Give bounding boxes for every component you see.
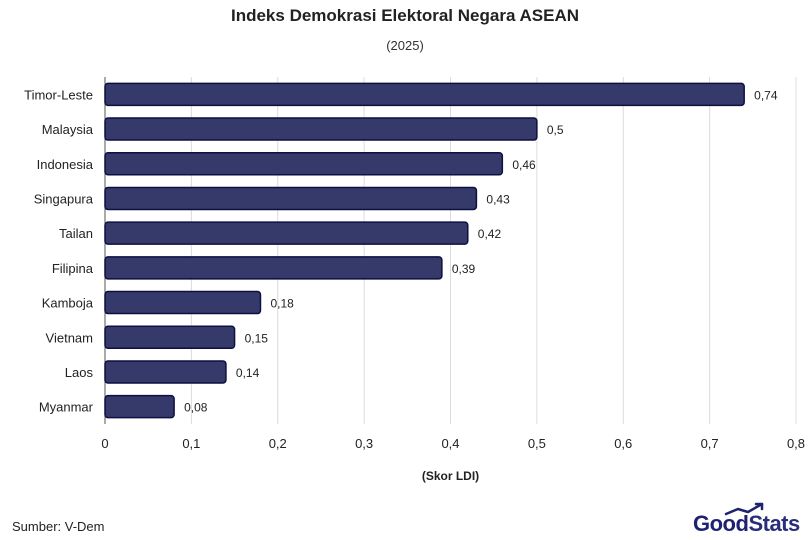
data-label: 0,74 — [754, 88, 778, 102]
x-tick-label: 0,4 — [441, 436, 459, 451]
data-label: 0,18 — [270, 297, 294, 311]
brand-logo-part1: Good — [693, 511, 749, 536]
data-label: 0,08 — [184, 401, 208, 415]
bar — [104, 394, 175, 419]
source-note: Sumber: V-Dem — [12, 519, 105, 534]
bar — [104, 221, 469, 245]
category-label: Laos — [65, 365, 94, 380]
data-label: 0,46 — [512, 158, 536, 172]
category-label: Kamboja — [42, 296, 94, 311]
x-axis-label: (Skor LDI) — [422, 469, 479, 483]
data-label: 0,43 — [486, 192, 510, 206]
data-label: 0,14 — [236, 366, 260, 380]
data-label: 0,42 — [478, 227, 502, 241]
x-tick-label: 0,7 — [701, 436, 719, 451]
category-label: Indonesia — [37, 157, 94, 172]
category-label: Singapura — [34, 191, 94, 206]
x-tick-label: 0 — [101, 436, 108, 451]
bar — [104, 256, 443, 280]
bar — [104, 186, 478, 211]
x-tick-label: 0,2 — [269, 436, 287, 451]
bar — [104, 152, 504, 176]
brand-logo-part2: Stats — [748, 511, 800, 536]
category-label: Vietnam — [46, 330, 93, 345]
x-tick-label: 0,1 — [182, 436, 200, 451]
category-label: Tailan — [59, 226, 93, 241]
bar — [104, 325, 236, 349]
data-label: 0,5 — [547, 123, 564, 137]
category-label: Malaysia — [42, 122, 94, 137]
trend-arrow-icon — [724, 502, 764, 516]
data-label: 0,39 — [452, 262, 476, 276]
bar — [104, 360, 227, 384]
category-label: Timor-Leste — [24, 87, 93, 102]
category-label: Myanmar — [39, 400, 94, 415]
category-label: Filipina — [52, 261, 94, 276]
x-tick-label: 0,8 — [787, 436, 805, 451]
x-tick-label: 0,6 — [614, 436, 632, 451]
x-tick-label: 0,5 — [528, 436, 546, 451]
x-tick-label: 0,3 — [355, 436, 373, 451]
data-label: 0,15 — [245, 331, 269, 345]
bar — [104, 117, 538, 141]
bar — [104, 290, 262, 315]
chart-subtitle: (2025) — [386, 38, 424, 53]
bar — [104, 82, 745, 107]
brand-logo: GoodStats — [693, 511, 800, 537]
chart-title: Indeks Demokrasi Elektoral Negara ASEAN — [230, 6, 579, 25]
